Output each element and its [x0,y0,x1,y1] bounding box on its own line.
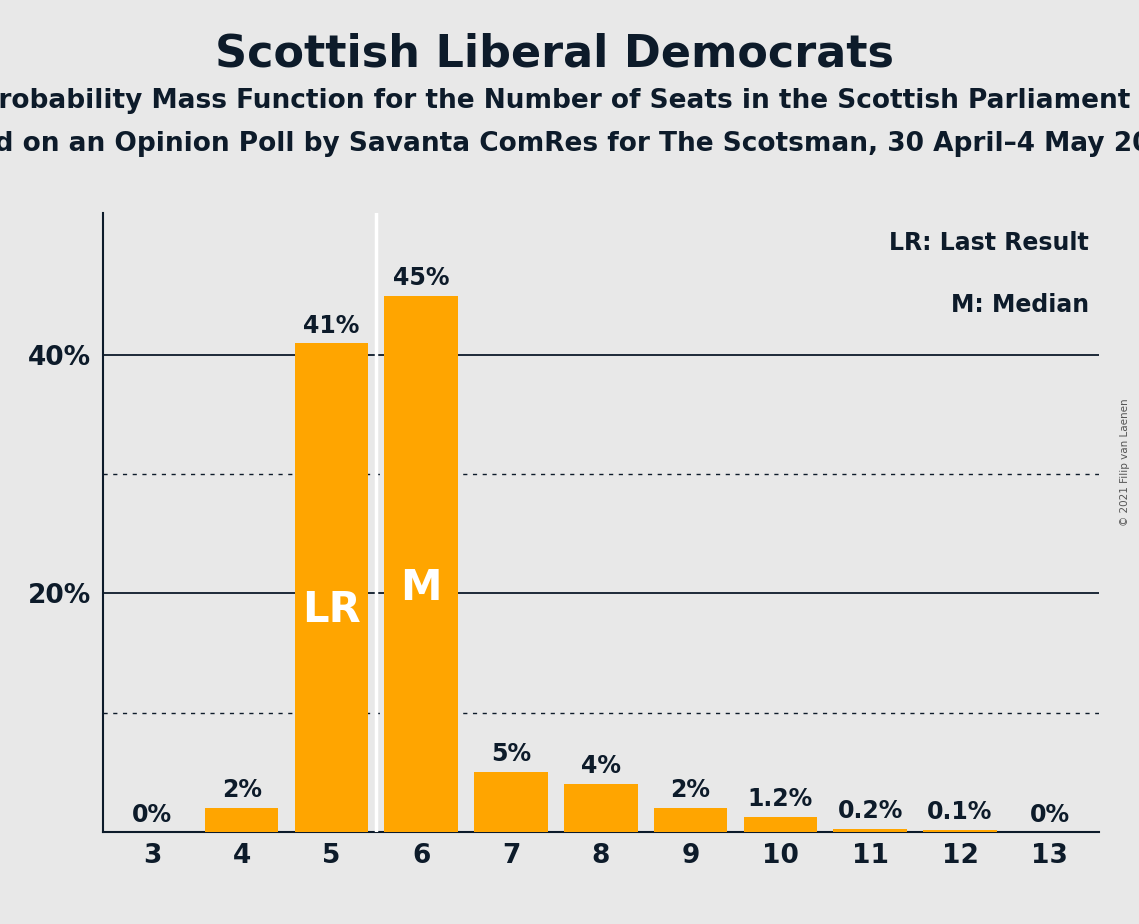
Bar [474,772,548,832]
Text: M: M [401,567,442,609]
Bar [205,808,279,832]
Text: 0%: 0% [132,803,172,827]
Text: © 2021 Filip van Laenen: © 2021 Filip van Laenen [1121,398,1130,526]
Text: 4%: 4% [581,754,621,778]
Text: LR: Last Result: LR: Last Result [890,231,1089,255]
Text: Probability Mass Function for the Number of Seats in the Scottish Parliament: Probability Mass Function for the Number… [0,88,1130,114]
Text: 5%: 5% [491,742,531,766]
Bar [385,296,458,832]
Bar [295,344,368,832]
Text: LR: LR [302,589,361,631]
Text: 45%: 45% [393,266,450,290]
Text: 0.1%: 0.1% [927,800,993,824]
Text: 0%: 0% [1030,803,1070,827]
Text: 2%: 2% [222,778,262,802]
Text: 0.2%: 0.2% [837,799,903,823]
Text: 1.2%: 1.2% [748,787,813,811]
Bar [923,831,997,832]
Bar [564,784,638,832]
Bar [744,818,817,832]
Text: 2%: 2% [671,778,711,802]
Bar [654,808,728,832]
Text: Scottish Liberal Democrats: Scottish Liberal Democrats [215,32,894,76]
Bar [834,829,907,832]
Text: 41%: 41% [303,313,360,337]
Text: M: Median: M: Median [951,293,1089,317]
Text: Based on an Opinion Poll by Savanta ComRes for The Scotsman, 30 April–4 May 2021: Based on an Opinion Poll by Savanta ComR… [0,131,1139,157]
